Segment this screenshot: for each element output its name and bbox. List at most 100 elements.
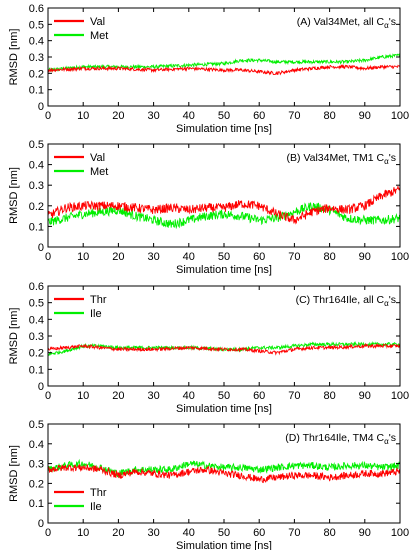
y-tick-label: 0.2 bbox=[29, 348, 44, 360]
y-tick-label: 0.1 bbox=[29, 364, 44, 376]
x-tick-label: 100 bbox=[391, 110, 409, 122]
series-line bbox=[47, 53, 401, 73]
panel-label-tail: 's bbox=[389, 16, 396, 28]
legend-label: Ile bbox=[90, 501, 102, 513]
x-axis-label: Simulation time [ns] bbox=[176, 123, 272, 135]
x-tick-label: 80 bbox=[323, 110, 335, 122]
y-axis-label: RMSD [nm] bbox=[8, 308, 20, 365]
x-tick-label: 60 bbox=[253, 251, 265, 263]
series-val bbox=[47, 64, 401, 76]
legend-label: Val bbox=[90, 152, 105, 164]
y-tick-label: 0.4 bbox=[29, 160, 44, 172]
y-axis-label: RMSD [nm] bbox=[8, 167, 20, 224]
x-tick-label: 30 bbox=[147, 527, 159, 539]
y-tick-label: 0.3 bbox=[29, 180, 44, 192]
panel-label-main: (D) Thr164Ile, TM4 C bbox=[285, 432, 384, 444]
series-thr bbox=[47, 464, 401, 484]
y-tick-label: 0 bbox=[38, 381, 44, 393]
series-line bbox=[47, 64, 401, 76]
x-tick-label: 50 bbox=[218, 527, 230, 539]
x-axis-label: Simulation time [ns] bbox=[176, 264, 272, 276]
x-tick-label: 40 bbox=[183, 527, 195, 539]
y-tick-label: 0.6 bbox=[29, 281, 44, 293]
y-tick-label: 0.3 bbox=[29, 52, 44, 64]
x-tick-label: 30 bbox=[147, 251, 159, 263]
x-tick-label: 100 bbox=[391, 527, 409, 539]
legend-label: Thr bbox=[90, 294, 107, 306]
x-tick-label: 40 bbox=[183, 251, 195, 263]
series-line bbox=[47, 458, 401, 478]
y-tick-label: 0 bbox=[38, 242, 44, 254]
series-line bbox=[47, 202, 401, 230]
series-line bbox=[47, 186, 401, 225]
chart-panel-1: 0 0.1 0.2 0.3 0.4 0.5 0.6 0 10 20 30 40 50 60 70 80 90 10… bbox=[8, 3, 409, 135]
x-axis-label: Simulation time [ns] bbox=[176, 540, 272, 550]
x-tick-label: 30 bbox=[147, 110, 159, 122]
panel-label-subscript: α bbox=[384, 157, 389, 166]
panel-label: (C) Thr164Ile, all Cα's bbox=[296, 294, 396, 308]
chart-panel-4: 0 0.1 0.2 0.3 0.4 0.5 0 10 20 30 40 50 60 70 80 90 100 Si… bbox=[8, 419, 409, 550]
y-tick-label: 0.4 bbox=[29, 314, 44, 326]
y-tick-label: 0.1 bbox=[29, 221, 44, 233]
x-tick-label: 70 bbox=[288, 110, 300, 122]
x-tick-label: 50 bbox=[218, 110, 230, 122]
panel-label-main: (A) Val34Met, all C bbox=[297, 16, 385, 28]
panel-label: (B) Val34Met, TM1 Cα's bbox=[286, 152, 396, 166]
x-tick-label: 50 bbox=[218, 251, 230, 263]
x-tick-label: 100 bbox=[391, 251, 409, 263]
x-tick-label: 90 bbox=[359, 110, 371, 122]
y-tick-label: 0.4 bbox=[29, 439, 44, 451]
y-tick-label: 0.4 bbox=[29, 36, 44, 48]
panel-label-tail: 's bbox=[389, 294, 396, 306]
x-tick-label: 10 bbox=[77, 527, 89, 539]
panel-label-subscript: α bbox=[384, 437, 389, 446]
series-thr bbox=[47, 342, 401, 356]
x-tick-label: 0 bbox=[45, 251, 51, 263]
y-tick-label: 0 bbox=[38, 518, 44, 530]
y-tick-label: 0 bbox=[38, 101, 44, 113]
panel-label-subscript: α bbox=[384, 21, 389, 30]
panel-label-tail: 's bbox=[389, 432, 396, 444]
x-tick-label: 50 bbox=[218, 390, 230, 402]
y-tick-label: 0.3 bbox=[29, 331, 44, 343]
x-tick-label: 70 bbox=[288, 251, 300, 263]
series-met bbox=[47, 53, 401, 73]
x-tick-label: 30 bbox=[147, 390, 159, 402]
x-tick-label: 20 bbox=[112, 390, 124, 402]
y-axis-label: RMSD [nm] bbox=[8, 29, 20, 86]
series-ile bbox=[47, 458, 401, 478]
y-tick-label: 0.5 bbox=[29, 139, 44, 151]
x-tick-label: 90 bbox=[359, 251, 371, 263]
y-tick-label: 0.3 bbox=[29, 459, 44, 471]
x-tick-label: 60 bbox=[253, 390, 265, 402]
legend-label: Val bbox=[90, 16, 105, 28]
y-tick-label: 0.1 bbox=[29, 85, 44, 97]
x-tick-label: 80 bbox=[323, 527, 335, 539]
y-axis-label: RMSD [nm] bbox=[8, 445, 20, 502]
x-tick-label: 70 bbox=[288, 527, 300, 539]
y-tick-label: 0.1 bbox=[29, 498, 44, 510]
panel-label-main: (C) Thr164Ile, all C bbox=[296, 294, 385, 306]
y-tick-label: 0.2 bbox=[29, 68, 44, 80]
panel-label: (D) Thr164Ile, TM4 Cα's bbox=[285, 432, 396, 446]
x-tick-label: 80 bbox=[323, 251, 335, 263]
panel-label: (A) Val34Met, all Cα's bbox=[297, 16, 396, 30]
y-tick-label: 0.2 bbox=[29, 478, 44, 490]
y-tick-label: 0.6 bbox=[29, 3, 44, 15]
chart-panel-3: 0 0.1 0.2 0.3 0.4 0.5 0.6 0 10 20 30 40 50 60 70 80 90 10… bbox=[8, 281, 409, 415]
legend-label: Met bbox=[90, 30, 108, 42]
x-tick-label: 70 bbox=[288, 390, 300, 402]
series-met bbox=[47, 202, 401, 230]
series-line bbox=[47, 464, 401, 484]
x-tick-label: 10 bbox=[77, 390, 89, 402]
series-val bbox=[47, 186, 401, 225]
y-tick-label: 0.5 bbox=[29, 298, 44, 310]
y-tick-label: 0.5 bbox=[29, 19, 44, 31]
x-tick-label: 0 bbox=[45, 390, 51, 402]
x-tick-label: 60 bbox=[253, 110, 265, 122]
legend-label: Met bbox=[90, 166, 108, 178]
x-tick-label: 0 bbox=[45, 527, 51, 539]
panel-label-tail: 's bbox=[389, 152, 396, 164]
y-tick-label: 0.2 bbox=[29, 201, 44, 213]
